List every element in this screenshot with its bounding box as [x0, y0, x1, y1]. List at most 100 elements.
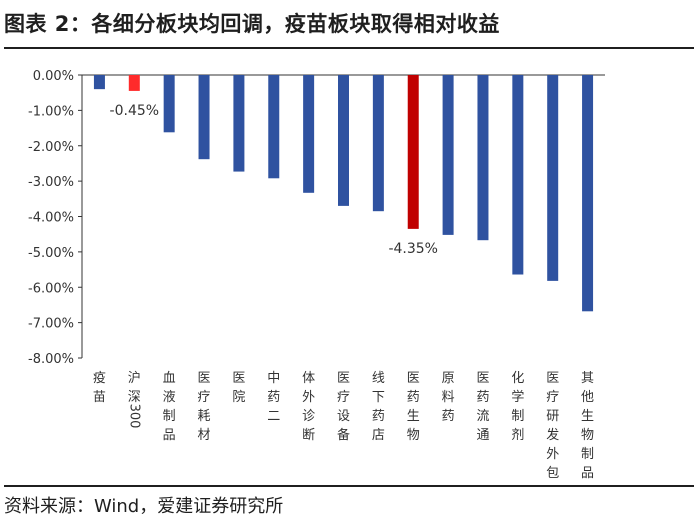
x-tick-char: 300: [126, 404, 141, 429]
top-rule: [4, 47, 694, 49]
y-tick-label: -5.00%: [28, 246, 74, 261]
x-tick-char: 店: [372, 428, 385, 443]
x-tick-char: 院: [232, 390, 245, 405]
x-tick-char: 医: [476, 371, 489, 386]
chart-title: 图表 2：各细分板块均回调，疫苗板块取得相对收益: [4, 12, 500, 36]
bar: [198, 75, 210, 160]
x-tick-label: 医院: [232, 371, 245, 405]
x-tick-char: 沪: [128, 370, 141, 386]
data-labels: -0.45% -4.35%: [110, 103, 438, 257]
bar: [163, 75, 175, 133]
x-tick-char: 材: [198, 428, 211, 443]
x-tick-char: 料: [442, 390, 455, 405]
bar: [582, 75, 594, 312]
x-tick-char: 药: [442, 409, 455, 424]
bar: [128, 75, 140, 91]
x-tick-label: 中药二: [267, 371, 280, 424]
x-tick-label: 原料药: [442, 371, 455, 424]
x-tick-char: 药: [476, 390, 489, 405]
bar: [407, 75, 419, 229]
bar: [372, 75, 384, 212]
bars: [93, 75, 594, 312]
x-tick-char: 药: [407, 390, 420, 405]
x-tick-char: 外: [302, 390, 315, 405]
x-tick-char: 物: [407, 428, 420, 443]
bar: [233, 75, 245, 172]
y-tick-label: 0.00%: [33, 69, 74, 84]
x-tick-char: 体: [302, 371, 315, 386]
x-tick-char: 苗: [93, 390, 106, 405]
x-tick-char: 外: [546, 447, 559, 462]
x-tick-char: 设: [337, 409, 350, 424]
x-tick-char: 其: [581, 371, 594, 386]
x-tick-char: 医: [337, 371, 350, 386]
y-tick-label: -4.00%: [28, 211, 74, 226]
source-note: 资料来源：Wind，爱建证券研究所: [4, 496, 284, 517]
x-tick-char: 医: [407, 371, 420, 386]
x-tick-char: 品: [163, 428, 176, 443]
data-label: -0.45%: [110, 103, 160, 119]
y-tick-label: -1.00%: [28, 104, 74, 119]
bar: [477, 75, 489, 241]
x-tick-char: 生: [581, 409, 594, 424]
x-tick-char: 生: [407, 409, 420, 424]
y-tick-label: -8.00%: [28, 352, 74, 367]
x-tick-char: 学: [511, 389, 524, 405]
x-tick-char: 断: [302, 428, 315, 443]
x-tick-char: 诊: [302, 409, 315, 424]
x-tick-char: 通: [476, 428, 489, 443]
x-tick-char: 剂: [511, 428, 524, 443]
x-tick-char: 化: [511, 371, 524, 386]
x-tick-char: 流: [476, 409, 489, 424]
x-tick-char: 疗: [198, 390, 211, 405]
y-tick-label: -7.00%: [28, 317, 74, 332]
x-tick-char: 深: [128, 390, 141, 405]
x-tick-char: 血: [163, 371, 176, 386]
bar: [442, 75, 454, 235]
bar-chart: 0.00% -1.00% -2.00% -3.00% -4.00% -5.00% -6.00…: [28, 69, 605, 481]
x-tick-char: 疗: [337, 390, 350, 405]
bar: [303, 75, 315, 193]
y-tick-label: -3.00%: [28, 175, 74, 190]
x-tick-char: 医: [232, 371, 245, 386]
x-tick-char: 药: [372, 409, 385, 424]
y-tick-label: -6.00%: [28, 281, 74, 296]
bar: [93, 75, 105, 90]
x-tick-char: 他: [581, 390, 594, 405]
bar: [547, 75, 559, 281]
x-tick-char: 线: [372, 371, 385, 386]
x-tick-char: 制: [511, 409, 524, 424]
bar: [268, 75, 280, 179]
data-label: -4.35%: [388, 241, 438, 257]
x-tick-char: 下: [372, 390, 385, 405]
x-tick-char: 备: [337, 427, 350, 443]
x-tick-char: 制: [581, 447, 594, 462]
x-tick-char: 疫: [93, 370, 106, 386]
x-tick-char: 疗: [546, 390, 559, 405]
y-axis: 0.00% -1.00% -2.00% -3.00% -4.00% -5.00% -6.00…: [28, 69, 83, 367]
y-tick-label: -2.00%: [28, 140, 74, 155]
x-tick-char: 中: [267, 371, 280, 386]
x-tick-char: 液: [163, 390, 176, 405]
x-tick-char: 物: [581, 428, 594, 443]
x-tick-char: 医: [546, 371, 559, 386]
x-tick-char: 二: [267, 409, 280, 424]
x-tick-char: 药: [267, 390, 280, 405]
bar: [338, 75, 349, 206]
x-tick-char: 包: [546, 466, 559, 481]
x-tick-char: 耗: [198, 409, 211, 424]
x-tick-char: 研: [546, 409, 559, 424]
x-tick-char: 发: [546, 427, 559, 443]
x-tick-char: 制: [163, 409, 176, 424]
bar: [512, 75, 524, 275]
x-tick-label: 疫苗: [93, 370, 106, 405]
bottom-rule: [4, 485, 694, 487]
